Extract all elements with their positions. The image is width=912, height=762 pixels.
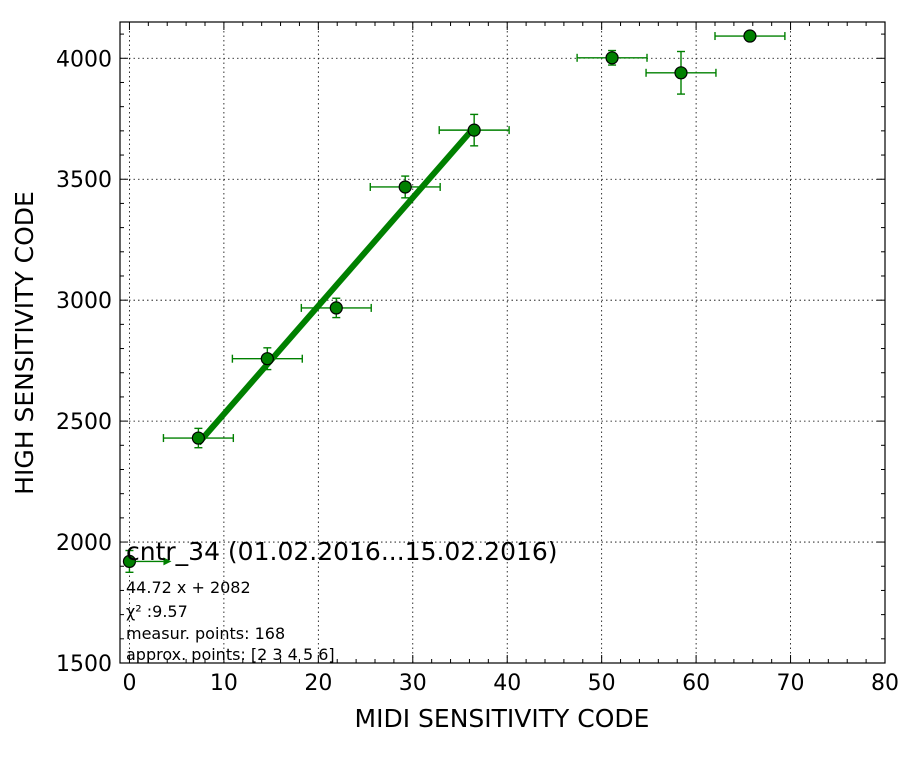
data-point-group (300, 297, 372, 319)
points-layer (122, 29, 786, 573)
y-axis-label: HIGH SENSITIVITY CODE (10, 191, 39, 495)
data-point (743, 29, 757, 43)
data-point-group (369, 175, 441, 199)
legend-arrow-head (163, 557, 172, 566)
plot-frame (119, 21, 886, 664)
annotation-approx-points: approx. points: [2 3 4 5 6] (126, 645, 335, 664)
data-point (674, 66, 688, 80)
data-point-group (438, 113, 510, 147)
ticks-layer: 0 10 20 30 40 50 60 70 80 1500 2000 2500 3000 3500 400… (56, 22, 899, 696)
data-point (329, 301, 343, 315)
x-tick-label: 10 (210, 671, 238, 696)
x-tick-label: 60 (682, 671, 710, 696)
y-tick-label: 3000 (56, 289, 112, 314)
annotation-title: cntr_34 (01.02.2016...15.02.2016) (126, 537, 558, 566)
y-tick-label: 1500 (56, 652, 112, 677)
y-tick-label: 3500 (56, 168, 112, 193)
data-point (467, 123, 481, 137)
annotation-chi2: χ² :9.57 (126, 602, 188, 621)
x-axis-label: MIDI SENSITIVITY CODE (355, 704, 650, 733)
fit-line (196, 125, 477, 446)
data-point-group (162, 427, 235, 449)
x-tick-label: 50 (588, 671, 616, 696)
x-tick-label: 20 (304, 671, 332, 696)
x-tick-label: 40 (493, 671, 521, 696)
data-point-group (576, 49, 648, 66)
x-tick-label: 0 (122, 671, 136, 696)
data-point-group (714, 29, 786, 43)
annotation-measur-points: measur. points: 168 (126, 624, 285, 643)
data-point (398, 180, 412, 194)
y-tick-label: 4000 (56, 47, 112, 72)
annotation-equation: 44.72 x + 2082 (126, 578, 251, 597)
data-point (605, 51, 619, 65)
data-point-group (122, 549, 137, 573)
annotation: cntr_34 (01.02.2016...15.02.2016) 44.72 … (126, 537, 558, 664)
x-tick-label: 70 (777, 671, 805, 696)
x-tick-label: 80 (871, 671, 899, 696)
x-tick-label: 30 (399, 671, 427, 696)
data-point-group (645, 50, 717, 95)
y-tick-label: 2500 (56, 410, 112, 435)
data-point (260, 352, 274, 366)
fit-layer (196, 125, 477, 446)
data-point (191, 431, 205, 445)
grid-layer (120, 22, 886, 664)
data-point-group (231, 347, 303, 371)
y-tick-label: 2000 (56, 531, 112, 556)
